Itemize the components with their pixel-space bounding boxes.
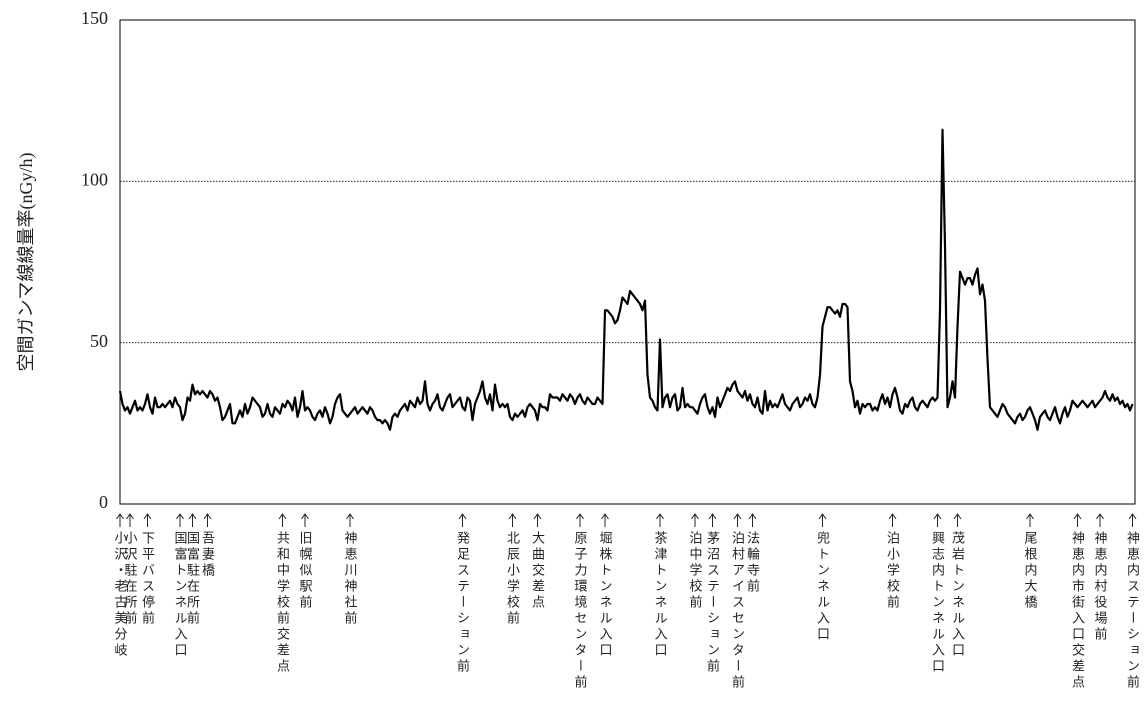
x-tick-label: 発足ステーション前 [455,531,470,675]
x-tick-label: 北辰小学校前 [505,531,520,627]
x-tick-label: 共和中学校前交差点 [275,531,290,675]
landmark-arrowhead [508,513,517,520]
landmark-arrowhead [691,513,699,520]
landmark-arrowhead [733,513,742,520]
landmark-arrowhead [953,513,962,520]
y-tick-label: 0 [99,492,108,512]
landmark-arrowhead [116,513,124,520]
x-tick-label: 神恵内村役場前 [1093,531,1108,643]
landmark-arrowhead [176,513,184,520]
x-tick-label: 神恵内市街入口交差点 [1070,531,1085,691]
x-tick-label: 堀株トンネル入口 [598,531,613,659]
landmark-arrowhead [203,513,212,520]
landmark-arrowhead [278,513,287,520]
x-tick-label: 興志内トンネル入口 [930,531,945,675]
x-tick-label: 茅沼ステーション前 [705,531,720,675]
landmark-arrowhead [1026,513,1034,520]
x-tick-label: 小沢駐在所前 [123,531,138,627]
landmark-arrowhead [708,513,717,520]
x-tick-label: 茶津トンネル入口 [653,530,668,659]
landmark-arrowhead [143,513,152,520]
landmark-arrowhead [748,513,757,520]
x-tick-label: 小沢・老古美分岐 [113,531,128,659]
x-tick-label: 尾根内大橋 [1023,531,1038,611]
landmark-arrowhead [888,513,897,520]
x-tick-label: 法輪寺前 [745,531,760,595]
x-tick-label: 神恵川神社前 [343,531,358,627]
y-tick-label: 150 [81,8,108,28]
landmark-arrowhead [1096,513,1104,520]
x-tick-label: 泊中学校前 [688,531,703,611]
y-axis-title: 空間ガンマ線線量率(nGy/h) [16,153,37,372]
landmark-arrowhead [1073,513,1082,520]
landmark-arrowhead [1128,513,1137,520]
landmark-arrowhead [188,513,197,520]
landmark-arrowhead [301,513,309,520]
x-tick-label: 下平バス停前 [140,531,155,627]
y-tick-label: 50 [90,331,108,351]
x-tick-label: 神恵内ステーション前 [1125,531,1140,691]
x-tick-label: 吾妻橋 [200,531,215,579]
landmark-arrowhead [533,513,542,520]
landmark-arrowhead [458,513,467,520]
plot-frame [119,19,1136,505]
landmark-arrowhead [346,513,354,520]
x-tick-label: 兜トンネル入口 [815,531,830,643]
landmark-arrowhead [126,513,134,520]
x-tick-label: 国富駐在所前 [185,531,200,627]
landmark-arrowhead [933,513,942,520]
x-tick-label: 原子力環境センター前 [573,531,588,691]
data-line [118,128,1134,431]
landmark-arrowhead [601,513,609,520]
landmark-arrowhead [576,513,584,520]
x-tick-label: 茂岩トンネル入口 [950,531,965,659]
landmark-arrowhead [818,513,827,520]
x-tick-label: 泊小学校前 [885,531,900,611]
x-tick-label: 旧幌似駅前 [298,531,313,611]
x-tick-label: 大曲交差点 [530,531,545,611]
landmark-arrowhead [656,513,664,520]
x-tick-label: 国富トンネル入口 [173,531,188,659]
x-tick-label: 泊村アイスセンター前 [730,531,745,691]
y-tick-label: 100 [81,169,108,189]
